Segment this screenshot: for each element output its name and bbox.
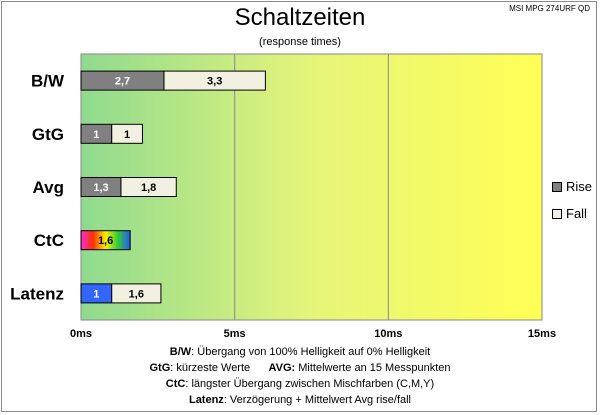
- legend-item-fall: Fall: [552, 206, 587, 221]
- x-tick-label: 10ms: [374, 328, 402, 340]
- x-tick-label: 5ms: [224, 328, 246, 340]
- note-latenz-text: : Verzögerung + Mittelwert Avg rise/fall: [223, 394, 412, 406]
- note-avg-text: Mittelwerte an 15 Messpunkten: [295, 362, 451, 374]
- data-label: 1,8: [141, 182, 156, 194]
- note-ctc-key: CtC: [165, 378, 186, 390]
- bar-fall: [120, 177, 177, 197]
- note-gtg-avg: GtG: kürzeste Werte AVG: Mittelwerte an …: [0, 362, 600, 374]
- chart-subtitle: (response times): [259, 36, 341, 48]
- note-gtg-text: : kürzeste Werte: [170, 362, 251, 374]
- note-bw: B/W: Übergang von 100% Helligkeit auf 0%…: [0, 346, 600, 358]
- legend-item-rise: Rise: [552, 179, 592, 194]
- legend-label-fall: Fall: [566, 206, 587, 221]
- data-label: 1: [93, 288, 99, 300]
- bar-rise: [80, 230, 131, 251]
- data-label: 1,3: [93, 182, 108, 194]
- bar-fall: [111, 283, 162, 304]
- category-label: Avg: [33, 178, 65, 197]
- x-tick-label: 0ms: [70, 328, 92, 340]
- category-label: CtC: [34, 231, 64, 250]
- category-label: B/W: [31, 72, 65, 91]
- note-gtg-key: GtG: [149, 362, 171, 374]
- note-avg-key: AVG:: [268, 362, 296, 374]
- bar-fall: [111, 123, 143, 144]
- legend-swatch-rise: [552, 181, 562, 192]
- data-label: 1,6: [129, 288, 144, 300]
- note-bw-text: : Übergang von 100% Helligkeit auf 0% He…: [191, 346, 431, 358]
- legend-swatch-fall: [552, 208, 562, 219]
- note-latenz-key: Latenz: [188, 394, 224, 406]
- note-bw-key: B/W: [169, 346, 192, 358]
- data-label: 3,3: [207, 76, 222, 88]
- legend-label-rise: Rise: [566, 179, 593, 194]
- chart-title: Schaltzeiten: [234, 4, 366, 31]
- monitor-label: MSI MPG 274URF QD: [509, 4, 590, 13]
- data-label: 1: [93, 129, 99, 141]
- data-label: 1,6: [98, 235, 113, 247]
- category-label: Latenz: [10, 284, 64, 303]
- data-label: 1: [124, 129, 130, 141]
- category-label: GtG: [32, 125, 64, 144]
- note-ctc-text: : längster Übergang zwischen Mischfarben…: [185, 378, 435, 390]
- note-latenz: Latenz: Verzögerung + Mittelwert Avg ris…: [0, 394, 600, 406]
- x-tick-label: 15ms: [528, 328, 556, 340]
- note-ctc: CtC: längster Übergang zwischen Mischfar…: [0, 378, 600, 390]
- bar-fall: [163, 70, 266, 91]
- data-label: 2,7: [115, 76, 130, 88]
